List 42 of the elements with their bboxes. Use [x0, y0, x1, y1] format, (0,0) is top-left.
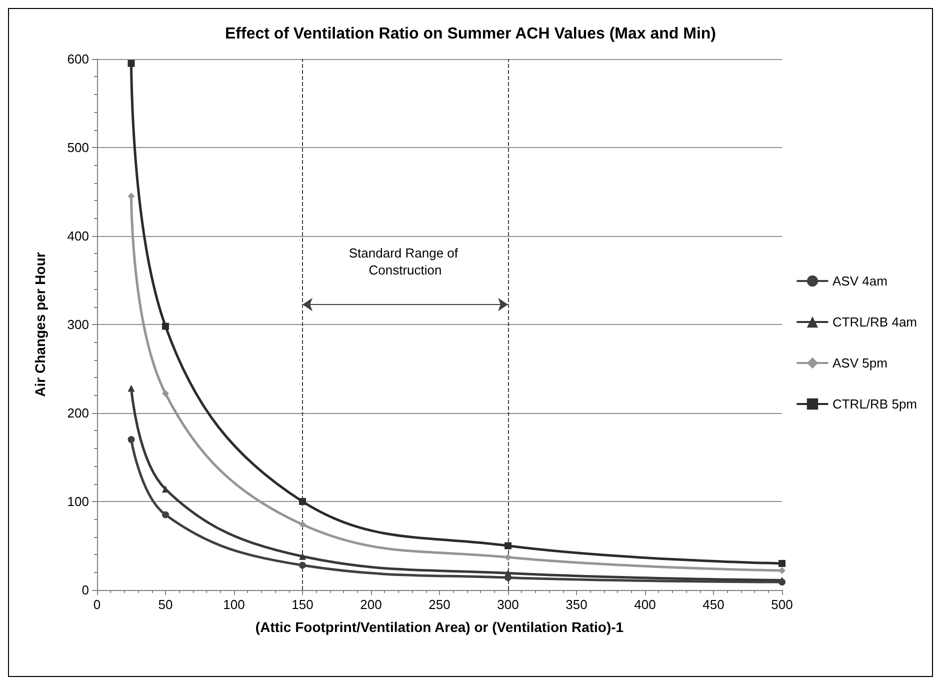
point [162, 511, 169, 518]
x-axis-title: (Attic Footprint/Ventilation Area) or (Ventilation Ratio)-1 [255, 619, 624, 635]
point [162, 486, 169, 493]
point [299, 498, 306, 505]
y-tick-label: 300 [67, 317, 89, 332]
point [162, 390, 169, 398]
x-tick-label: 250 [428, 597, 450, 612]
x-tick-label: 200 [360, 597, 382, 612]
y-axis-title: Air Changes per Hour [32, 252, 48, 397]
y-tick-label: 100 [67, 494, 89, 509]
point [128, 384, 135, 392]
point [299, 521, 306, 528]
x-tick-label: 350 [566, 597, 588, 612]
x-tick-label: 50 [158, 597, 173, 612]
y-tick-label: 500 [67, 140, 89, 155]
x-tick-label: 150 [292, 597, 314, 612]
y-tick-label: 0 [82, 582, 89, 598]
point [504, 542, 512, 550]
point [504, 574, 512, 582]
x-tick-label: 400 [634, 597, 656, 612]
legend-label: ASV 5pm [832, 356, 888, 370]
point [299, 552, 306, 560]
point [778, 567, 786, 574]
annotation: Standard Range of Construction [348, 246, 462, 278]
legend-label: CTRL/RB 4am [832, 314, 918, 330]
x-tick-label: 100 [223, 597, 245, 612]
point [299, 562, 306, 569]
point [778, 560, 786, 567]
legend-label: ASV 4am [832, 274, 888, 288]
x-tick-label: 500 [771, 597, 793, 612]
point [162, 322, 169, 330]
y-tick-label: 200 [67, 406, 89, 420]
x-tick-label: 300 [497, 597, 519, 612]
legend-label: CTRL/RB 5pm [832, 396, 918, 412]
chart-title: Effect of Ventilation Ratio on Summer ACH Values (Max and Min) [224, 26, 716, 42]
point [128, 60, 135, 67]
x-tick-label: 0 [93, 597, 101, 612]
y-tick-label: 400 [67, 228, 89, 244]
point [504, 554, 512, 561]
point [128, 436, 135, 444]
y-tick-label: 600 [67, 52, 89, 66]
x-tick-label: 450 [702, 597, 724, 612]
